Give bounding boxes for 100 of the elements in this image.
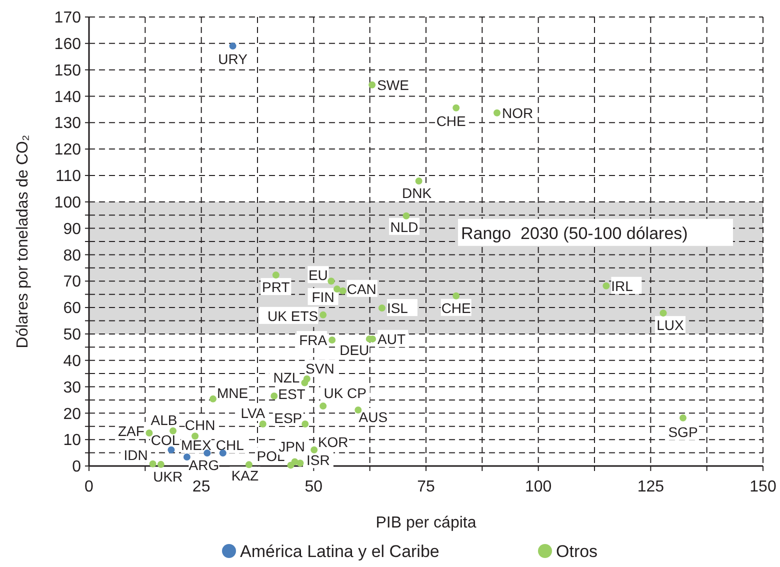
y-tick-label: 130 <box>54 115 82 132</box>
data-label: ZAF <box>118 422 144 439</box>
y-tick-label: 170 <box>54 10 82 27</box>
data-label: DNK <box>402 184 432 201</box>
data-label: SWE <box>377 76 409 93</box>
data-label: KAZ <box>231 468 260 484</box>
data-label: COL <box>150 432 180 448</box>
point <box>680 414 687 422</box>
data-label: LVA <box>240 404 266 421</box>
data-label: ARG <box>188 456 220 473</box>
point <box>301 379 308 386</box>
point <box>452 292 460 300</box>
point <box>310 446 318 454</box>
data-label: NLD <box>390 218 418 235</box>
point <box>320 311 327 318</box>
data-label: MEX <box>181 436 212 453</box>
y-tick-label: 60 <box>63 300 82 318</box>
point <box>210 395 217 402</box>
point <box>146 429 153 436</box>
data-label: ISR <box>306 452 330 468</box>
y-axis-title: Dólares por toneladas de CO₂ <box>14 134 32 348</box>
data-label: UK CP <box>324 384 366 401</box>
y-tick-label: 10 <box>63 432 82 450</box>
data-label: CHE <box>436 112 466 129</box>
point <box>368 81 376 88</box>
point <box>296 460 304 467</box>
x-tick-label: 0 <box>84 478 94 496</box>
point <box>378 304 386 312</box>
point <box>402 212 410 220</box>
data-label: CHN <box>184 417 216 434</box>
point <box>259 420 266 428</box>
point <box>334 286 341 293</box>
data-label: AUS <box>358 408 388 425</box>
data-label: CAN <box>346 280 376 297</box>
y-tick-label: 110 <box>55 168 82 186</box>
data-label: LUX <box>656 316 685 333</box>
point <box>493 109 500 116</box>
point <box>170 427 177 434</box>
y-tick-label: 80 <box>63 247 82 264</box>
data-label: IRL <box>611 278 634 294</box>
data-label: FRA <box>299 332 328 348</box>
data-label: ISL <box>386 300 408 316</box>
data-label: FIN <box>312 288 334 305</box>
data-label: EU <box>308 267 328 284</box>
band-label: Rango 2030 (50-100 dólares) <box>461 224 688 243</box>
y-tick-label: 40 <box>63 352 82 370</box>
x-axis-title: PIB per cápita <box>376 514 476 532</box>
legend-label: América Latina y el Caribe <box>240 542 440 561</box>
x-tick-label: 75 <box>417 478 435 496</box>
data-label: MNE <box>217 384 248 401</box>
data-label: AUT <box>378 330 406 347</box>
point <box>339 287 346 294</box>
y-tick-label: 120 <box>54 142 82 159</box>
point <box>302 420 309 428</box>
data-label: CHL <box>216 436 244 453</box>
data-label: DEU <box>340 342 370 358</box>
y-tick-label: 30 <box>63 379 82 396</box>
data-label: NOR <box>502 104 534 121</box>
point <box>328 336 336 344</box>
point <box>245 461 252 468</box>
point <box>328 278 335 285</box>
point <box>183 454 190 461</box>
point <box>452 104 460 112</box>
data-label: CHE <box>441 300 471 316</box>
point <box>272 272 280 279</box>
y-tick-label: 20 <box>63 406 82 423</box>
point <box>320 402 327 410</box>
y-tick-label: 90 <box>63 220 82 238</box>
data-label: NZL <box>273 370 300 386</box>
x-tick-label: 150 <box>750 478 776 496</box>
point <box>660 310 667 317</box>
x-tick-label: 50 <box>304 478 323 496</box>
point <box>204 450 211 457</box>
y-tick-label: 0 <box>72 458 82 476</box>
point <box>149 460 156 468</box>
y-tick-label: 100 <box>54 194 82 212</box>
point <box>415 178 422 185</box>
y-tick-label: 160 <box>54 36 82 54</box>
data-label: SVN <box>306 360 334 377</box>
data-label: KOR <box>318 434 348 450</box>
data-label: URY <box>218 50 248 67</box>
point <box>157 460 164 468</box>
y-tick-label: 50 <box>63 326 82 344</box>
point <box>270 392 278 400</box>
data-label: SGP <box>668 424 698 440</box>
data-label: ALB <box>150 412 178 428</box>
data-label: ESP <box>274 410 302 426</box>
point <box>168 446 175 454</box>
point <box>602 282 610 290</box>
x-tick-label: 125 <box>637 478 664 496</box>
data-label: UKR <box>153 468 183 484</box>
data-label: UK ETS <box>268 308 318 324</box>
point <box>192 432 199 440</box>
y-tick-label: 140 <box>54 88 82 106</box>
y-tick-label: 150 <box>54 62 82 80</box>
data-label: IDN <box>124 446 148 463</box>
x-tick-label: 100 <box>524 478 552 496</box>
point <box>229 42 236 50</box>
data-label: PRT <box>262 278 290 295</box>
y-tick-label: 70 <box>63 274 82 291</box>
